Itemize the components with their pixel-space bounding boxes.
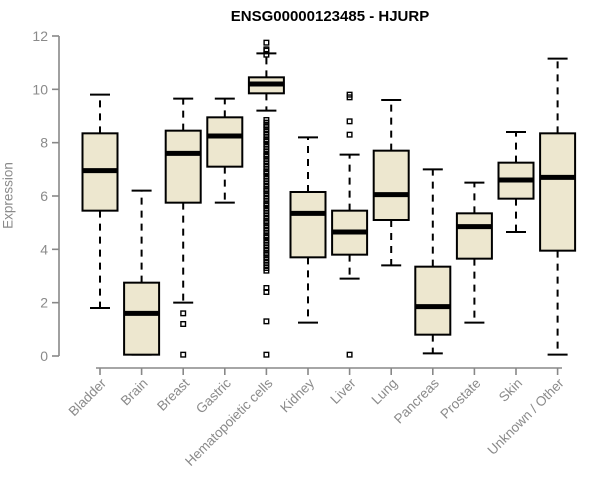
box [289, 190, 327, 259]
x-axis-label-lung: Lung [368, 376, 400, 408]
y-axis-tick-label: 10 [32, 81, 48, 97]
box-group-kidney [289, 136, 327, 324]
box [455, 212, 493, 260]
outlier-point [263, 51, 270, 58]
outlier-point [180, 320, 187, 327]
outlier-point [263, 39, 270, 46]
box [164, 129, 202, 204]
box-group-gastric [206, 97, 244, 204]
x-axis-label-brain: Brain [118, 376, 151, 409]
outlier-point [263, 318, 270, 325]
outlier-point [180, 310, 187, 317]
x-axis-label-liver: Liver [327, 375, 359, 407]
outlier-point [346, 131, 353, 138]
outlier-point [346, 118, 353, 125]
chart-title: ENSG00000123485 - HJURP [230, 8, 430, 25]
box-group-breast [164, 97, 202, 358]
box [123, 281, 161, 356]
x-axis-label-pancreas: Pancreas [391, 375, 442, 426]
box [372, 149, 410, 221]
x-axis-label-kidney: Kidney [277, 375, 317, 415]
box-group-prostate [455, 181, 493, 324]
box-group-pancreas [414, 168, 452, 355]
box-group-unknown-other [539, 57, 577, 356]
y-axis-tick-label: 12 [32, 28, 48, 44]
y-axis-tick-label: 8 [40, 135, 48, 151]
box [414, 265, 452, 336]
box-group-hematopoietic-cells [247, 39, 285, 358]
box-group-bladder [81, 93, 119, 309]
outlier-point [263, 288, 270, 295]
y-axis-tick-label: 4 [40, 241, 48, 257]
x-axis-label-skin: Skin [496, 376, 525, 405]
box [539, 132, 577, 252]
x-axis-label-gastric: Gastric [193, 375, 234, 416]
x-axis-label-breast: Breast [154, 375, 192, 413]
outlier-point [263, 267, 270, 274]
outlier-point [263, 351, 270, 358]
box-group-liver [331, 91, 369, 358]
outlier-point [346, 351, 353, 358]
box-group-brain [123, 189, 161, 356]
box [206, 116, 244, 168]
x-axis-label-bladder: Bladder [66, 375, 110, 419]
box-group-lung [372, 98, 410, 267]
y-axis-tick-label: 0 [40, 348, 48, 364]
outlier-point [180, 351, 187, 358]
box-group-skin [497, 130, 535, 233]
x-axis-label-unknown-other: Unknown / Other [484, 375, 567, 458]
x-axis-label-prostate: Prostate [437, 376, 483, 422]
y-axis-tick-label: 6 [40, 188, 48, 204]
outlier-point [346, 94, 353, 101]
y-axis-tick-label: 2 [40, 295, 48, 311]
